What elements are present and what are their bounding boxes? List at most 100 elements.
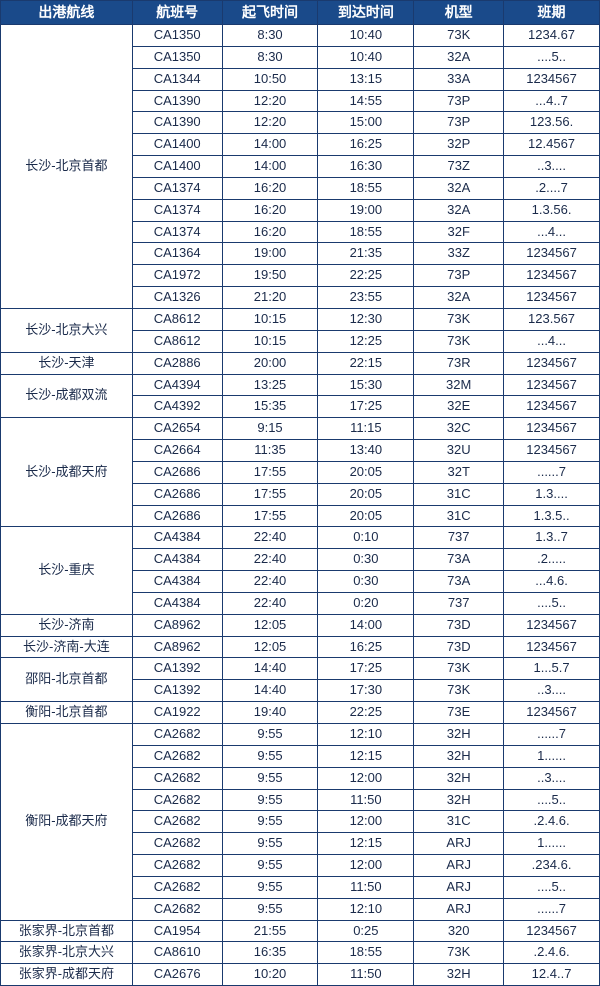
arr-time-cell: 16:25 <box>318 134 414 156</box>
dep-time-cell: 17:55 <box>222 505 318 527</box>
col-days: 班期 <box>504 1 600 25</box>
flight-no-cell: CA1374 <box>132 199 222 221</box>
dep-time-cell: 16:35 <box>222 942 318 964</box>
aircraft-cell: 73A <box>414 549 504 571</box>
aircraft-cell: 32A <box>414 199 504 221</box>
dep-time-cell: 8:30 <box>222 25 318 47</box>
dep-time-cell: 9:55 <box>222 767 318 789</box>
days-cell: 1.3.5.. <box>504 505 600 527</box>
days-cell: 1.3.56. <box>504 199 600 221</box>
days-cell: ...4..7 <box>504 90 600 112</box>
dep-time-cell: 15:35 <box>222 396 318 418</box>
arr-time-cell: 12:30 <box>318 308 414 330</box>
days-cell: ..3.... <box>504 680 600 702</box>
table-row: 衡阳-北京首都CA192219:4022:2573E1234567 <box>1 702 600 724</box>
flight-no-cell: CA2682 <box>132 745 222 767</box>
dep-time-cell: 19:50 <box>222 265 318 287</box>
aircraft-cell: 73D <box>414 614 504 636</box>
flight-no-cell: CA2886 <box>132 352 222 374</box>
flight-no-cell: CA1390 <box>132 112 222 134</box>
route-cell: 张家界-北京大兴 <box>1 942 133 964</box>
aircraft-cell: 32T <box>414 461 504 483</box>
route-cell: 长沙-北京大兴 <box>1 308 133 352</box>
arr-time-cell: 20:05 <box>318 505 414 527</box>
days-cell: 12.4..7 <box>504 964 600 986</box>
table-body: 长沙-北京首都CA13508:3010:4073K1234.67CA13508:… <box>1 25 600 986</box>
flight-schedule-table: 出港航线 航班号 起飞时间 到达时间 机型 班期 长沙-北京首都CA13508:… <box>0 0 600 986</box>
flight-no-cell: CA2682 <box>132 898 222 920</box>
arr-time-cell: 12:15 <box>318 745 414 767</box>
col-flight-no: 航班号 <box>132 1 222 25</box>
route-cell: 长沙-成都双流 <box>1 374 133 418</box>
aircraft-cell: 31C <box>414 483 504 505</box>
dep-time-cell: 20:00 <box>222 352 318 374</box>
aircraft-cell: 32H <box>414 745 504 767</box>
days-cell: 1234567 <box>504 418 600 440</box>
dep-time-cell: 9:55 <box>222 833 318 855</box>
days-cell: ..3.... <box>504 156 600 178</box>
arr-time-cell: 13:15 <box>318 68 414 90</box>
arr-time-cell: 14:00 <box>318 614 414 636</box>
flight-no-cell: CA4384 <box>132 527 222 549</box>
arr-time-cell: 12:10 <box>318 898 414 920</box>
dep-time-cell: 22:40 <box>222 571 318 593</box>
flight-no-cell: CA1364 <box>132 243 222 265</box>
aircraft-cell: ARJ <box>414 898 504 920</box>
arr-time-cell: 17:25 <box>318 658 414 680</box>
days-cell: ......7 <box>504 461 600 483</box>
arr-time-cell: 11:50 <box>318 789 414 811</box>
dep-time-cell: 9:55 <box>222 855 318 877</box>
arr-time-cell: 20:05 <box>318 483 414 505</box>
arr-time-cell: 0:25 <box>318 920 414 942</box>
days-cell: 1234567 <box>504 702 600 724</box>
dep-time-cell: 21:55 <box>222 920 318 942</box>
flight-no-cell: CA2682 <box>132 833 222 855</box>
aircraft-cell: 737 <box>414 592 504 614</box>
flight-no-cell: CA2664 <box>132 440 222 462</box>
flight-no-cell: CA8612 <box>132 308 222 330</box>
arr-time-cell: 15:00 <box>318 112 414 134</box>
aircraft-cell: 73K <box>414 330 504 352</box>
flight-no-cell: CA1326 <box>132 287 222 309</box>
dep-time-cell: 8:30 <box>222 46 318 68</box>
arr-time-cell: 0:20 <box>318 592 414 614</box>
aircraft-cell: 320 <box>414 920 504 942</box>
aircraft-cell: ARJ <box>414 855 504 877</box>
flight-no-cell: CA2686 <box>132 483 222 505</box>
table-row: 张家界-成都天府CA267610:2011:5032H12.4..7 <box>1 964 600 986</box>
aircraft-cell: 32U <box>414 440 504 462</box>
dep-time-cell: 11:35 <box>222 440 318 462</box>
col-dep-time: 起飞时间 <box>222 1 318 25</box>
col-aircraft: 机型 <box>414 1 504 25</box>
table-row: 张家界-北京大兴CA861016:3518:5573K.2.4.6. <box>1 942 600 964</box>
flight-no-cell: CA4394 <box>132 374 222 396</box>
dep-time-cell: 19:00 <box>222 243 318 265</box>
flight-no-cell: CA8612 <box>132 330 222 352</box>
arr-time-cell: 22:25 <box>318 702 414 724</box>
dep-time-cell: 16:20 <box>222 221 318 243</box>
days-cell: 1234567 <box>504 243 600 265</box>
days-cell: 1234567 <box>504 920 600 942</box>
days-cell: ...4.6. <box>504 571 600 593</box>
route-cell: 张家界-北京首都 <box>1 920 133 942</box>
table-row: 长沙-成都双流CA439413:2515:3032M1234567 <box>1 374 600 396</box>
arr-time-cell: 20:05 <box>318 461 414 483</box>
days-cell: 123.567 <box>504 308 600 330</box>
flight-no-cell: CA1972 <box>132 265 222 287</box>
days-cell: ....5.. <box>504 592 600 614</box>
flight-no-cell: CA2676 <box>132 964 222 986</box>
aircraft-cell: 73K <box>414 942 504 964</box>
arr-time-cell: 18:55 <box>318 221 414 243</box>
dep-time-cell: 9:55 <box>222 724 318 746</box>
route-cell: 长沙-济南 <box>1 614 133 636</box>
aircraft-cell: 737 <box>414 527 504 549</box>
days-cell: ....5.. <box>504 789 600 811</box>
arr-time-cell: 11:15 <box>318 418 414 440</box>
flight-no-cell: CA4392 <box>132 396 222 418</box>
col-route: 出港航线 <box>1 1 133 25</box>
table-row: 张家界-北京首都CA195421:550:253201234567 <box>1 920 600 942</box>
table-header: 出港航线 航班号 起飞时间 到达时间 机型 班期 <box>1 1 600 25</box>
aircraft-cell: 73E <box>414 702 504 724</box>
aircraft-cell: 31C <box>414 811 504 833</box>
days-cell: 1234567 <box>504 614 600 636</box>
